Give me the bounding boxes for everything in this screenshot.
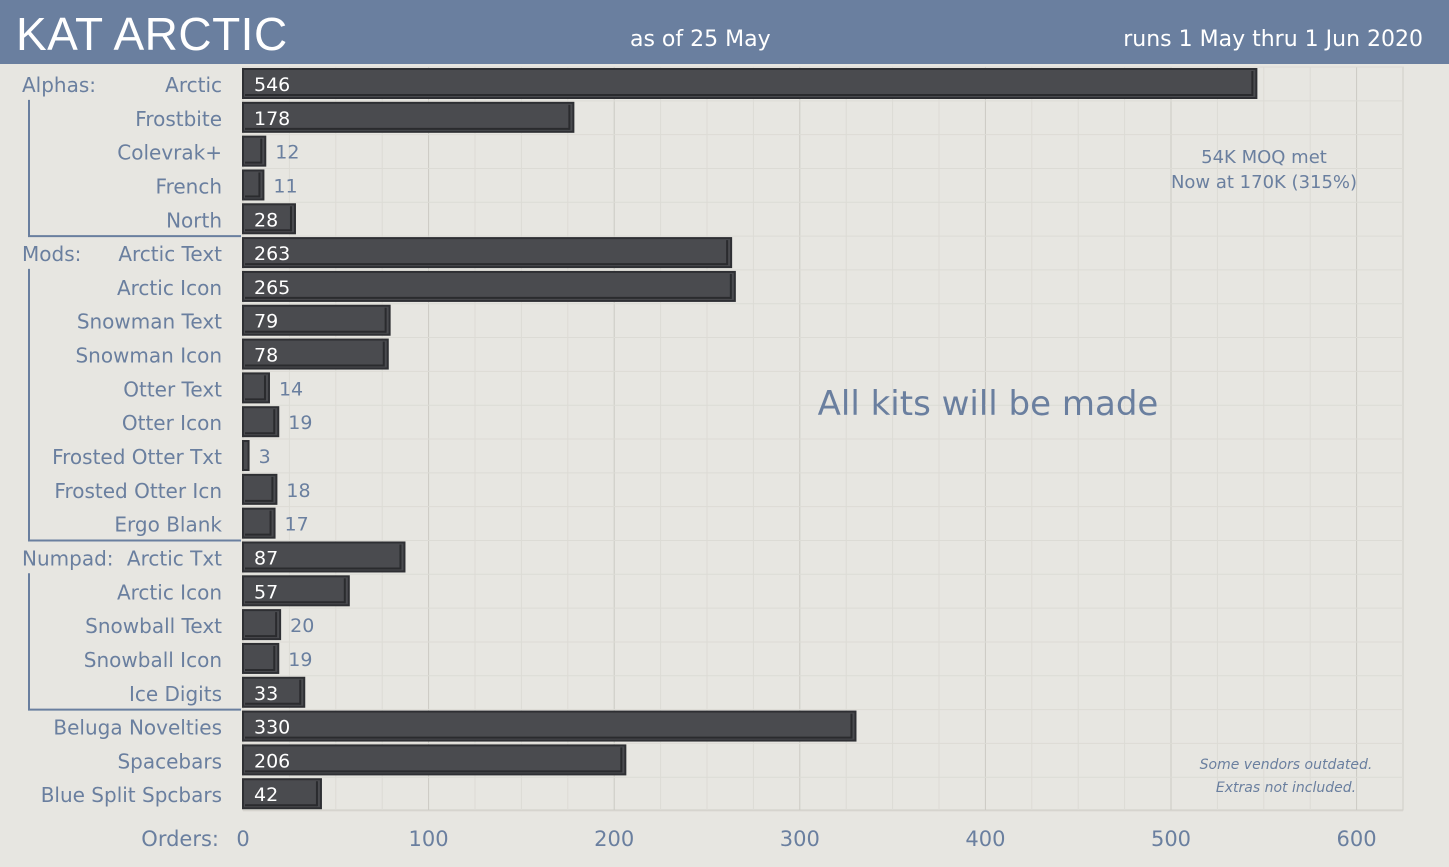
bar-value-label: 57 [254,581,278,603]
category-label: Otter Text [123,377,222,401]
group-label: Mods: [22,242,81,266]
category-label: French [156,174,222,198]
bar-2 [242,135,267,167]
bar-value-label: 3 [259,446,271,468]
x-tick-label: 600 [1337,827,1377,851]
bar-16 [242,609,282,641]
x-tick-label: 400 [965,827,1005,851]
bar-value-label: 17 [285,514,309,536]
bar-20 [242,744,627,776]
category-label: Snowman Text [77,310,222,334]
group-bracket [28,268,241,542]
bar-value-label: 87 [254,547,278,569]
bar-value-label: 18 [286,480,310,502]
bar-value-label: 78 [254,345,278,367]
header-bar: KAT ARCTIC as of 25 May runs 1 May thru … [0,0,1449,64]
bar-4 [242,203,296,235]
footnote-line1: Some vendors outdated. [1200,757,1373,773]
bar-10 [242,406,280,438]
axis-label-orders: Orders: [141,827,219,851]
bar-8 [242,338,389,370]
bar-3 [242,169,265,201]
bar-value-label: 14 [279,378,303,400]
category-label: Snowball Text [85,614,222,638]
group-bracket [28,99,241,238]
category-label: North [166,208,222,232]
page-title: KAT ARCTIC [16,8,288,60]
bar-7 [242,304,391,336]
category-label: Ice Digits [129,682,222,706]
bar-6 [242,270,736,302]
category-label: Arctic Icon [117,580,222,604]
bar-value-label: 546 [254,74,290,96]
moq-annotation-line1: 54K MOQ met [1201,147,1327,168]
run-dates: runs 1 May thru 1 Jun 2020 [1123,27,1423,52]
category-label: Beluga Novelties [53,716,222,740]
bar-1 [242,101,575,133]
group-label: Alphas: [22,73,96,97]
bar-value-label: 20 [290,615,314,637]
category-label: Arctic Text [118,242,222,266]
center-annotation: All kits will be made [818,384,1159,424]
bar-value-label: 12 [275,142,299,164]
x-tick-label: 500 [1151,827,1191,851]
bar-value-label: 11 [273,175,297,197]
bar-13 [242,507,276,539]
category-label: Frosted Otter Txt [52,445,222,469]
category-label: Blue Split Spcbars [41,783,222,807]
x-tick-label: 300 [780,827,820,851]
bar-value-label: 265 [254,277,290,299]
bar-12 [242,473,278,505]
category-label: Snowball Icon [84,648,222,672]
category-label: Arctic Txt [127,546,222,570]
category-label: Snowman Icon [75,344,222,368]
bar-19 [242,710,857,742]
group-bracket [28,573,241,711]
bar-17 [242,642,280,674]
category-label: Otter Icon [122,411,222,435]
category-label: Ergo Blank [114,513,222,537]
x-tick-label: 200 [594,827,634,851]
x-tick-label: 100 [409,827,449,851]
category-label: Frostbite [135,107,222,131]
as-of-date: as of 25 May [630,27,771,52]
category-label: Arctic Icon [117,276,222,300]
bar-0 [242,68,1258,99]
footnote-line2: Extras not included. [1216,780,1356,796]
bar-21 [242,778,322,810]
moq-annotation-line2: Now at 170K (315%) [1171,172,1357,193]
bar-value-label: 79 [254,311,278,333]
bar-value-label: 33 [254,683,278,705]
bar-5 [242,237,733,269]
bar-value-label: 330 [254,717,290,739]
group-label: Numpad: [22,546,114,570]
chart-bars [242,68,1258,810]
category-label: Colevrak+ [117,141,222,165]
category-label: Arctic [165,73,222,97]
bar-value-label: 263 [254,243,290,265]
chart-labels: 0 100 200 300 400 500 600 546 Arctic 178 Frostbite… [22,73,1377,851]
plot-area [242,66,1404,811]
bar-15 [242,575,350,607]
category-label: Spacebars [117,749,222,773]
bar-value-label: 19 [288,412,312,434]
bar-value-label: 206 [254,750,290,772]
x-tick-label: 0 [236,827,249,851]
bar-value-label: 28 [254,209,278,231]
chart-grid [242,66,1404,812]
bar-11 [242,440,250,472]
bar-14 [242,541,406,573]
category-label: Frosted Otter Icn [54,479,222,503]
bar-value-label: 19 [288,649,312,671]
bar-value-label: 178 [254,108,290,130]
bar-18 [242,676,306,708]
bar-value-label: 42 [254,784,278,806]
